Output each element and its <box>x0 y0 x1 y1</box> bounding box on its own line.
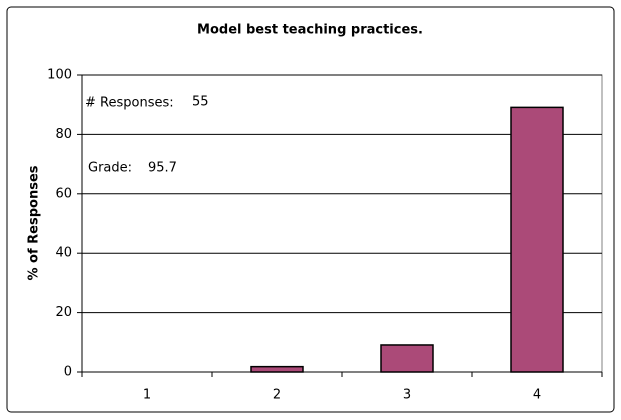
y-tick-label: 20 <box>55 305 72 320</box>
chart-border <box>6 6 615 413</box>
chart-title: Model best teaching practices. <box>197 23 423 38</box>
bar <box>250 365 304 373</box>
x-tick-label: 2 <box>273 388 281 403</box>
y-tick-label: 40 <box>55 246 72 261</box>
y-tick-label: 100 <box>47 68 72 83</box>
annotation: Grade: <box>88 161 132 176</box>
y-tick-label: 80 <box>55 127 72 142</box>
bar <box>510 106 564 373</box>
x-tick-label: 1 <box>143 388 151 403</box>
y-axis-label: % of Responses <box>27 165 42 280</box>
annotation-value: 55 <box>192 95 209 110</box>
y-tick-label: 0 <box>64 365 72 380</box>
annotation: # Responses: <box>85 96 174 111</box>
bar <box>380 344 434 373</box>
annotation-value: 95.7 <box>148 161 177 176</box>
y-tick-label: 60 <box>55 186 72 201</box>
x-tick-label: 4 <box>533 388 541 403</box>
x-tick-label: 3 <box>403 388 411 403</box>
